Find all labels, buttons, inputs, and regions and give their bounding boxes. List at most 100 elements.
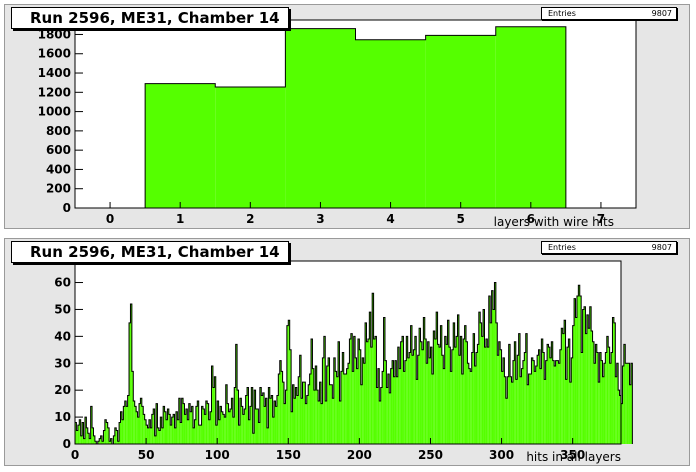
histogram-bar [82,422,84,444]
histogram-bar [551,341,553,444]
chart-title: Run 2596, ME31, Chamber 14 [11,241,289,263]
histogram-bar [153,409,155,444]
histogram-bar [420,341,422,444]
histogram-bar [475,352,478,444]
histogram-bar [251,387,253,444]
histogram-bar [575,317,577,444]
histogram-bar [330,384,333,444]
histogram-bar [461,374,464,444]
histogram-bar [161,427,164,444]
histogram-bar [225,384,228,444]
histogram-bar [619,395,621,444]
histogram-bar [103,430,105,444]
histogram-bar [456,336,458,444]
histogram-bar [581,352,583,444]
histogram-bar [221,411,223,444]
histogram-bar [433,330,435,444]
histogram-bar [234,387,236,444]
chart-layers-with-wire-hits: 0 1 2 3 4 5 6 7 0 200 400 600 800 1000 1200 1400 1600 180… [38,19,637,229]
histogram-bar [483,309,485,444]
pad-bottom: 0 50 100 150 200 250 300 350 0 10 20 30 40 50 60 hits i… [4,238,690,466]
histogram-bar [158,430,161,444]
histogram-bar [302,382,304,444]
histogram-bar [498,341,501,444]
histogram-bar [110,438,112,444]
histogram-bar [295,387,297,444]
histogram-bar [248,419,250,444]
histogram-bar [320,403,323,444]
histogram-bar [606,336,609,444]
histogram-bar [322,357,324,444]
x-tick-label: 150 [276,448,301,462]
histogram-bar [544,379,546,444]
histogram-bar [289,349,292,444]
histogram-bar [154,435,157,444]
histogram-bar [116,430,118,444]
histogram-bar [574,298,576,444]
histogram-bar [576,295,579,444]
histogram-bar [571,357,573,444]
histogram-bar [97,441,100,444]
histogram-bar [215,87,286,208]
histogram-bar [424,339,427,444]
histogram-bar [532,360,535,444]
histogram-bar [458,355,461,444]
histogram-bar [266,427,269,444]
histogram-bar [345,374,347,444]
histogram-bar [520,376,522,444]
histogram-bar [164,411,166,444]
histogram-bar [150,427,152,444]
histogram-bar [214,376,216,444]
histogram-bar [464,325,467,444]
histogram-bar [602,376,604,444]
histogram-bar [380,387,383,444]
histogram-bar [274,400,276,444]
histogram-bar [425,35,496,208]
histogram-bar [411,355,414,444]
histogram-bar [76,430,78,444]
histogram-bar [394,360,397,444]
histogram-bar [491,290,494,444]
histogram-bar [598,382,600,444]
histogram-bar [360,384,363,444]
histogram-bar [558,363,560,444]
histogram-bar [272,417,275,444]
histogram-bar [566,347,569,444]
histogram-bar [198,425,201,444]
histogram-bar [117,441,120,444]
histogram-bar [183,403,185,444]
histogram-bar [133,400,135,444]
histogram-bar [460,336,462,444]
histogram-bar [383,317,385,444]
histogram-bar [437,344,439,444]
y-tick-label: 200 [46,182,71,196]
histogram-bar [444,336,447,444]
histogram-bar [514,341,516,444]
histogram-bar [473,333,475,444]
histogram-bar [518,333,521,444]
histogram-bar [123,406,125,444]
histogram-bar [545,360,548,444]
histogram-bar [124,400,127,444]
histogram-bar [511,382,513,444]
histogram-bar [312,368,314,444]
histogram-bar [160,417,162,444]
histogram-bar [369,312,371,444]
histogram-bar [328,357,330,444]
histogram-bar [293,398,296,444]
histogram-bar [474,365,476,444]
histogram-bar [131,371,134,444]
histogram-bar [611,352,613,444]
y-tick-label: 60 [54,276,71,290]
histogram-bar [258,422,260,444]
histogram-bar [407,357,410,444]
histogram-bar [613,322,616,444]
x-tick-label: 2 [246,212,254,226]
histogram-bar [319,382,321,444]
histogram-bar [615,376,617,444]
histogram-bar [285,28,356,208]
histogram-bar [178,398,181,444]
histogram-bar [257,409,259,444]
histogram-bar [191,406,194,444]
histogram-bar [166,419,168,444]
